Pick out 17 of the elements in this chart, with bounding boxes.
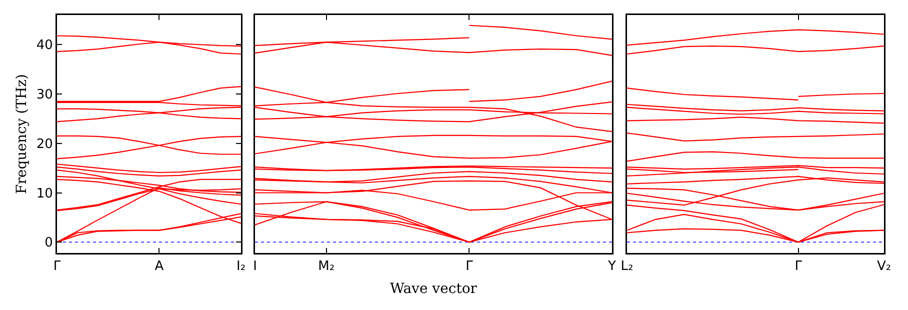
x-tick-label: M₂ bbox=[318, 259, 335, 274]
x-tick-label: V₂ bbox=[876, 259, 892, 274]
x-tick-label: Γ bbox=[53, 259, 62, 274]
x-tick-label: L₂ bbox=[620, 259, 634, 274]
y-tick-label: 40 bbox=[36, 38, 53, 54]
x-tick-label: A bbox=[154, 259, 164, 274]
y-tick-label: 10 bbox=[36, 186, 53, 202]
y-axis-title: Frequency (THz) bbox=[14, 74, 30, 194]
x-tick-label: I₂ bbox=[236, 259, 246, 274]
x-axis-title: Wave vector bbox=[390, 281, 478, 298]
x-tick-label: Γ bbox=[794, 259, 803, 274]
x-tick-label: Γ bbox=[466, 259, 474, 274]
y-tick-label: 20 bbox=[36, 136, 53, 152]
x-tick-label: Y bbox=[607, 259, 616, 274]
x-tick-label: I bbox=[253, 259, 257, 274]
y-tick-label: 30 bbox=[36, 88, 53, 103]
y-tick-label: 0 bbox=[44, 236, 53, 251]
